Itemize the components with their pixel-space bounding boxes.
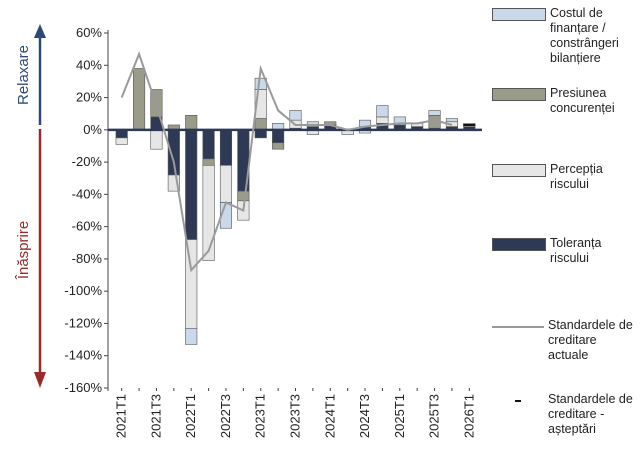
x-tick-label: 2024T3: [357, 394, 372, 438]
bar-segment: [289, 110, 302, 121]
x-tick-label: 2021T1: [114, 394, 129, 438]
legend-item: Toleranța riscului: [492, 236, 640, 266]
legend-swatch: [492, 238, 546, 251]
y-tick-label: 40%: [76, 57, 102, 72]
legend-swatch: [492, 8, 546, 21]
x-tick-label: 2023T3: [288, 394, 303, 438]
x-tick-label: 2026T1: [461, 394, 476, 438]
y-tick-label: 60%: [76, 25, 102, 40]
x-tick-label: 2024T1: [322, 394, 337, 438]
legend-swatch: [492, 326, 544, 328]
line-series: [120, 51, 453, 273]
bar-segment: [185, 239, 198, 329]
x-tick-label: 2025T1: [392, 394, 407, 438]
legend-label: Standardele de creditare actuale: [548, 318, 633, 362]
bar-segment: [219, 129, 233, 166]
y-tick-label: -80%: [72, 251, 103, 266]
bar-segment: [428, 110, 441, 116]
legend-item: Standardele de creditare - așteptări: [492, 392, 640, 437]
legend-item: Standardele de creditare actuale: [492, 318, 640, 363]
bar-segment: [185, 327, 198, 345]
bar-segment: [202, 165, 215, 261]
legend-swatch: [515, 400, 521, 402]
relax-label: Relaxare: [15, 45, 32, 105]
y-tick-label: -40%: [72, 186, 103, 201]
bar-segment: [272, 142, 285, 150]
bar-segment: [237, 190, 250, 202]
y-tick-label: -160%: [64, 380, 102, 395]
legend-label: Standardele de creditare - așteptări: [548, 392, 633, 436]
bar-segment: [272, 129, 285, 144]
legend-swatch: [492, 88, 546, 101]
x-tick-label: 2022T1: [183, 394, 198, 438]
legend-label: Percepția riscului: [550, 162, 603, 191]
y-tick-label: -20%: [72, 154, 103, 169]
legend-label: Costul de finanțare / constrângeri bilan…: [550, 6, 619, 65]
x-tick-label: 2021T3: [148, 394, 163, 438]
tighten-label: Înăsprire: [15, 221, 32, 280]
legend-item: Percepția riscului: [492, 162, 640, 192]
bar-segment: [376, 105, 389, 118]
bar-segment: [219, 165, 233, 203]
x-tick-label: 2023T1: [253, 394, 268, 438]
bar-segment: [202, 129, 215, 160]
y-tick-label: -140%: [64, 348, 102, 363]
x-tick-label: 2025T3: [427, 394, 442, 438]
bar-segment: [254, 118, 267, 131]
bar-segment: [376, 116, 389, 124]
y-tick-label: -100%: [64, 283, 102, 298]
legend-label: Presiunea concurenței: [550, 86, 615, 115]
bar-segment: [115, 137, 128, 145]
legend-item: Costul de finanțare / constrângeri bilan…: [492, 6, 640, 66]
y-tick-label: 0%: [83, 122, 102, 137]
y-tick-label: 20%: [76, 90, 102, 105]
bar-segment: [185, 129, 198, 240]
y-tick-label: -60%: [72, 219, 103, 234]
legend-swatch: [492, 164, 546, 177]
bar-segment: [445, 118, 458, 123]
arrow-up-head: [34, 24, 46, 38]
bar-segment: [167, 174, 180, 192]
bar-segment: [133, 68, 146, 131]
legend-item: Presiunea concurenței: [492, 86, 640, 116]
x-tick-label: 2022T3: [218, 394, 233, 438]
arrow-down-head: [34, 372, 46, 388]
y-tick-label: -120%: [64, 315, 102, 330]
bar-segment: [150, 129, 163, 150]
bar-segment: [393, 116, 406, 126]
bar-segment: [185, 114, 198, 131]
bar-segment: [202, 158, 215, 166]
legend-label: Toleranța riscului: [550, 236, 602, 265]
